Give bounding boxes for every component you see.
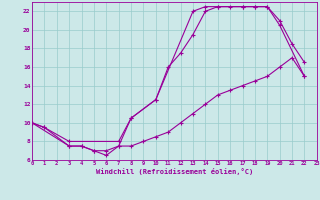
X-axis label: Windchill (Refroidissement éolien,°C): Windchill (Refroidissement éolien,°C)	[96, 168, 253, 175]
